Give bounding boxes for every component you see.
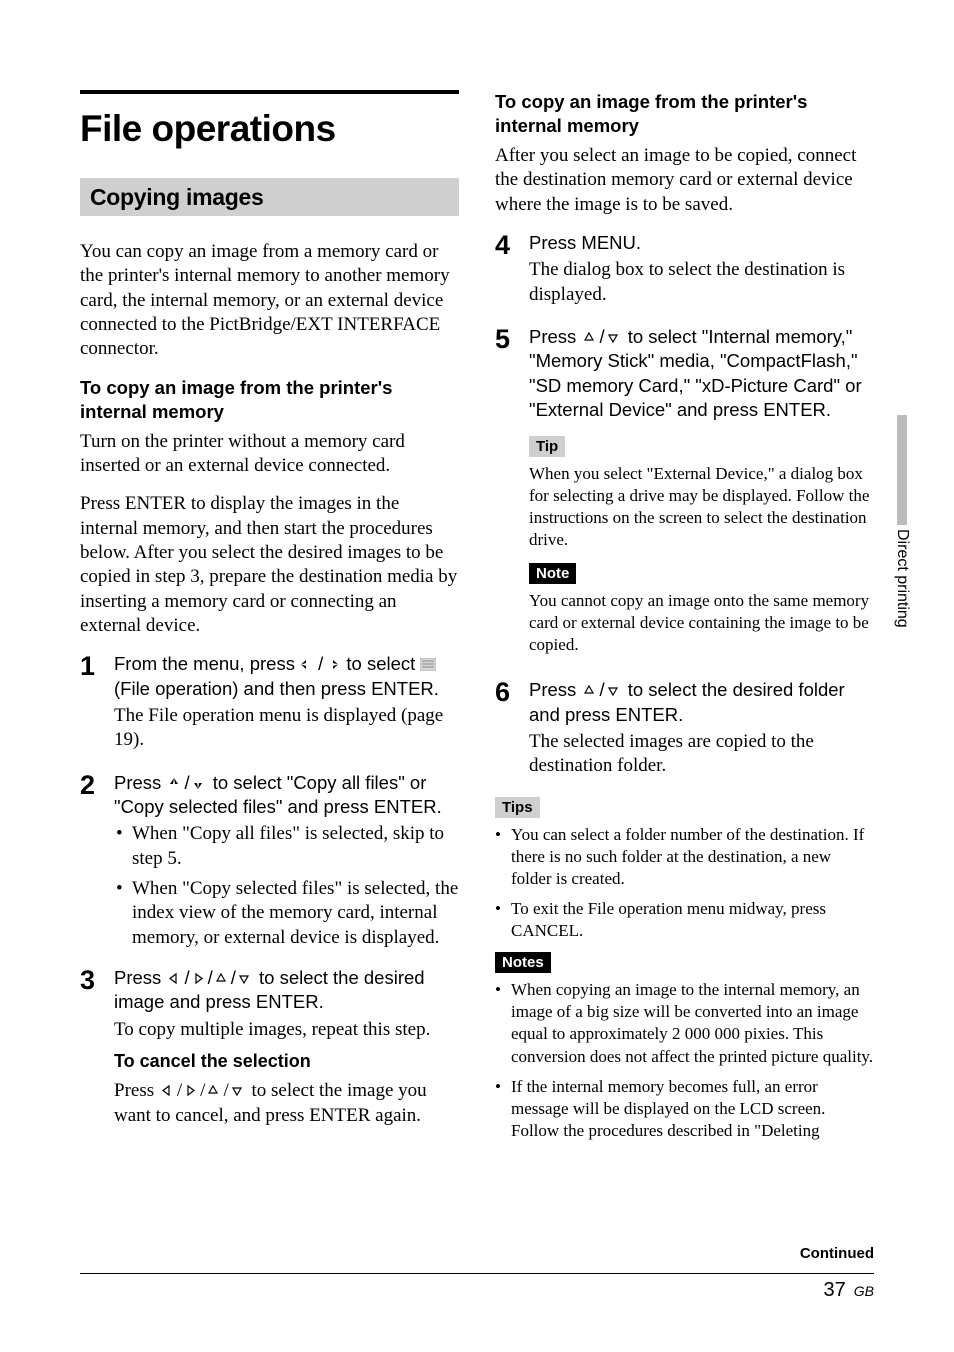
note-label: Note	[529, 563, 576, 584]
tips-label: Tips	[495, 797, 540, 818]
step-2-instr-a: Press	[114, 772, 166, 793]
continued-label: Continued	[800, 1245, 874, 1262]
down-arrow-icon	[605, 331, 621, 344]
left-sub1-p1: Turn on the printer without a memory car…	[80, 430, 459, 479]
step-2-num: 2	[80, 771, 114, 799]
step-2-bullet-1: When "Copy all files" is selected, skip …	[114, 822, 459, 871]
left-subhead-1: To copy an image from the printer's inte…	[80, 376, 459, 424]
side-tab-bar	[897, 415, 907, 525]
left-arrow-icon	[166, 972, 182, 985]
intro-para: You can copy an image from a memory card…	[80, 240, 459, 362]
left-arrow-icon	[159, 1084, 175, 1097]
step-1-instr-a: From the menu, press	[114, 653, 300, 674]
tip-text: When you select "External Device," a dia…	[529, 463, 874, 551]
step-6-detail: The selected images are copied to the de…	[529, 730, 874, 779]
step-6-instr-a: Press	[529, 679, 581, 700]
cancel-a: Press	[114, 1080, 159, 1101]
down-arrow-icon	[236, 972, 252, 985]
file-operation-icon	[420, 658, 436, 671]
up-arrow-icon	[581, 331, 597, 344]
page-number: 37	[824, 1279, 846, 1302]
step-3-num: 3	[80, 966, 114, 994]
right-arrow-icon	[182, 1084, 198, 1097]
notes-label: Notes	[495, 952, 551, 973]
step-5-num: 5	[495, 325, 529, 353]
step-6-num: 6	[495, 678, 529, 706]
step-6-instr: Press / to select the desired folder and…	[529, 678, 874, 727]
side-tab-text: Direct printing	[893, 529, 911, 628]
step-6: 6 Press / to select the desired folder a…	[495, 678, 874, 786]
step-4-detail: The dialog box to select the destination…	[529, 258, 874, 307]
right-arrow-icon	[190, 972, 206, 985]
right-subhead: To copy an image from the printer's inte…	[495, 90, 874, 138]
step-1-instr-c: (File operation) and then press ENTER.	[114, 678, 439, 699]
right-column: To copy an image from the printer's inte…	[495, 90, 874, 1152]
step-4-instr: Press MENU.	[529, 231, 874, 255]
footer-rule	[80, 1273, 874, 1274]
cancel-text: Press /// to select the image you want t…	[114, 1079, 459, 1128]
notes-item-1: When copying an image to the internal me…	[495, 979, 874, 1067]
step-3-instr-a: Press	[114, 967, 166, 988]
notes-item-2: If the internal memory becomes full, an …	[495, 1076, 874, 1142]
step-3: 3 Press /// to select the desired image …	[80, 966, 459, 1136]
step-4-num: 4	[495, 231, 529, 259]
step-2-bullets: When "Copy all files" is selected, skip …	[114, 822, 459, 950]
tips-list: You can select a folder number of the de…	[495, 824, 874, 942]
step-5: 5 Press / to select "Internal memory," "…	[495, 325, 874, 668]
tips-item-2: To exit the File operation menu midway, …	[495, 898, 874, 942]
step-3-detail: To copy multiple images, repeat this ste…	[114, 1018, 459, 1042]
step-5-instr-a: Press	[529, 326, 581, 347]
step-3-instr: Press /// to select the desired image an…	[114, 966, 459, 1015]
tip-label: Tip	[529, 436, 565, 457]
side-tab: Direct printing	[888, 415, 916, 628]
left-arrow-icon	[300, 658, 316, 671]
up-arrow-icon	[166, 777, 182, 790]
left-sub1-p2: Press ENTER to display the images in the…	[80, 492, 459, 638]
left-column: File operations Copying images You can c…	[80, 90, 459, 1152]
step-2-instr: Press / to select "Copy all files" or "C…	[114, 771, 459, 820]
step-2-bullet-2: When "Copy selected files" is selected, …	[114, 877, 459, 950]
cancel-title: To cancel the selection	[114, 1050, 459, 1073]
step-1-instr: From the menu, press / to select (File o…	[114, 652, 459, 701]
step-1-detail: The File operation menu is displayed (pa…	[114, 704, 459, 753]
up-arrow-icon	[205, 1084, 221, 1097]
page-suffix: GB	[854, 1283, 874, 1299]
main-title: File operations	[80, 90, 459, 150]
down-arrow-icon	[190, 777, 206, 790]
up-arrow-icon	[581, 684, 597, 697]
content-columns: File operations Copying images You can c…	[80, 90, 874, 1152]
notes-list: When copying an image to the internal me…	[495, 979, 874, 1142]
up-arrow-icon	[213, 972, 229, 985]
step-5-instr: Press / to select "Internal memory," "Me…	[529, 325, 874, 423]
step-2: 2 Press / to select "Copy all files" or …	[80, 771, 459, 956]
down-arrow-icon	[605, 684, 621, 697]
step-1: 1 From the menu, press / to select (File…	[80, 652, 459, 760]
right-arrow-icon	[323, 658, 339, 671]
footer: 37 GB	[80, 1279, 874, 1302]
tips-item-1: You can select a folder number of the de…	[495, 824, 874, 890]
step-1-num: 1	[80, 652, 114, 680]
step-1-instr-b: to select	[341, 653, 420, 674]
down-arrow-icon	[229, 1084, 245, 1097]
note-text: You cannot copy an image onto the same m…	[529, 590, 874, 656]
right-sub-para: After you select an image to be copied, …	[495, 144, 874, 217]
step-4: 4 Press MENU. The dialog box to select t…	[495, 231, 874, 315]
section-heading: Copying images	[80, 178, 459, 216]
